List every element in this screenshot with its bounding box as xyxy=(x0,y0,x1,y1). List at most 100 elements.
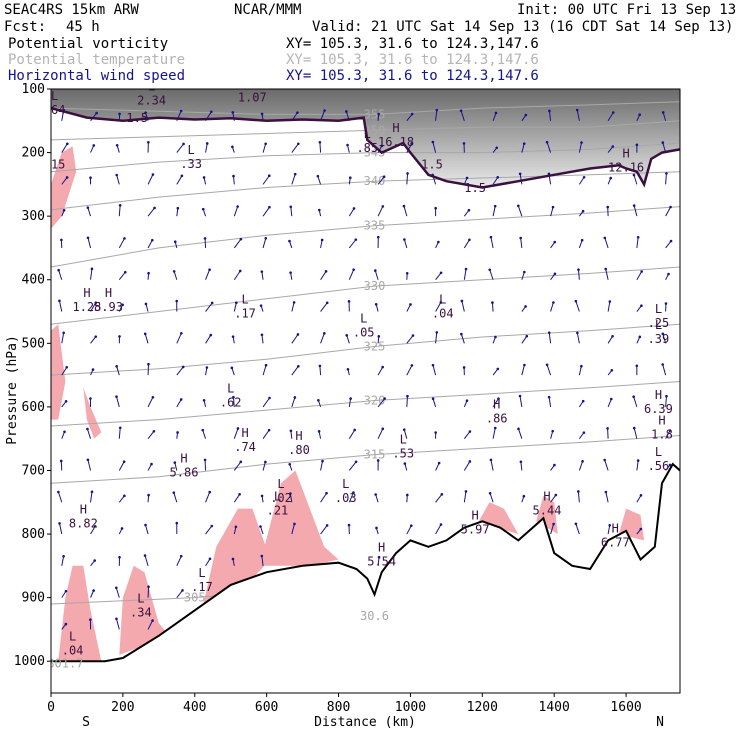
wind-vector-head xyxy=(580,364,583,368)
wind-vector xyxy=(575,523,580,535)
wind-vector xyxy=(491,302,494,312)
wind-vector-head xyxy=(376,459,380,462)
wind-vector-head xyxy=(553,463,556,467)
wind-vector xyxy=(577,269,580,280)
wind-vector xyxy=(118,271,126,281)
wind-vector xyxy=(463,239,470,249)
wind-vector xyxy=(406,335,414,344)
wind-vector xyxy=(578,142,583,153)
wind-vector xyxy=(578,176,585,185)
wind-vector xyxy=(463,268,467,280)
wind-vector-head xyxy=(635,143,639,147)
wind-vector xyxy=(61,177,68,185)
wind-vector-head xyxy=(123,237,126,240)
wind-vector-head xyxy=(202,176,206,179)
wind-vector xyxy=(518,428,523,439)
wind-vector xyxy=(406,525,412,535)
wind-vector xyxy=(665,396,667,407)
pv-extremum-kind: L xyxy=(51,89,58,103)
wind-vector xyxy=(320,271,327,281)
pv-extremum-value: .62 xyxy=(220,396,242,410)
wind-vector-head xyxy=(661,363,664,366)
wind-vector-head xyxy=(381,427,385,431)
wind-vector xyxy=(176,175,183,185)
wind-vector-head xyxy=(551,429,555,433)
wind-vector xyxy=(262,397,270,408)
wind-vector-head xyxy=(435,331,439,334)
wind-vector xyxy=(320,492,327,503)
wind-vector xyxy=(176,366,184,376)
wind-vector xyxy=(145,303,149,312)
wind-vector-head xyxy=(580,238,584,242)
wind-vector-head xyxy=(410,112,414,116)
wind-vector xyxy=(57,491,63,503)
wind-vector-head xyxy=(150,462,153,466)
wind-vector xyxy=(517,205,523,217)
wind-vector-head xyxy=(582,431,586,434)
wind-vector-head xyxy=(86,236,90,240)
wind-vector xyxy=(377,206,384,217)
wind-vector xyxy=(633,396,638,408)
wind-vector-head xyxy=(553,240,557,244)
wind-vector-head xyxy=(115,586,118,590)
wind-vector-head xyxy=(63,430,66,434)
wind-vector-head xyxy=(260,112,264,116)
wind-vector xyxy=(662,333,667,344)
wind-vector-head xyxy=(354,460,358,464)
wind-vector xyxy=(87,459,92,471)
wind-vector-head xyxy=(289,429,293,433)
wind-vector xyxy=(519,395,523,407)
pv-extremum-value: 1.8 xyxy=(651,427,673,441)
wind-vector-head xyxy=(496,367,500,371)
wind-vector xyxy=(604,237,609,249)
theta-contour-325 xyxy=(51,323,680,376)
wind-vector xyxy=(205,302,213,312)
wind-vector-head xyxy=(58,299,61,303)
wind-vector xyxy=(662,364,667,376)
wind-vector xyxy=(521,143,525,153)
wind-vector xyxy=(665,206,671,217)
wind-vector-head xyxy=(264,236,268,240)
wind-vector xyxy=(233,238,242,249)
wind-vector xyxy=(261,271,264,280)
x-tick-label: 600 xyxy=(255,700,278,715)
pv-extremum-value: 16.18 xyxy=(378,135,414,149)
wind-vector-head xyxy=(147,271,150,275)
wind-vector xyxy=(490,459,494,471)
wind-vector-head xyxy=(267,174,271,178)
pv-extremum-kind: H xyxy=(655,388,662,402)
theta-contour-315 xyxy=(51,435,680,484)
pv-extremum-kind: H xyxy=(83,286,90,300)
wind-vector xyxy=(607,525,611,535)
wind-vector xyxy=(403,239,408,249)
wind-vector xyxy=(320,525,328,535)
wind-vector xyxy=(377,428,384,439)
wind-vector-head xyxy=(62,208,66,212)
wind-vector-head xyxy=(639,494,643,497)
wind-vector-head xyxy=(665,394,668,398)
wind-vector-head xyxy=(179,554,183,558)
pv-shaded-region xyxy=(51,146,77,229)
wind-vector-head xyxy=(144,523,147,527)
wind-vector-head xyxy=(406,172,409,175)
wind-vector xyxy=(492,177,499,185)
wind-vector xyxy=(90,145,95,153)
wind-vector xyxy=(116,366,120,376)
pv-shaded-region xyxy=(202,508,271,611)
wind-vector-head xyxy=(632,204,636,207)
pv-extremum-value: .04 xyxy=(62,643,84,657)
wind-vector-head xyxy=(173,240,177,243)
wind-vector xyxy=(204,238,207,248)
wind-vector xyxy=(520,237,523,249)
wind-vector-head xyxy=(260,554,264,558)
y-tick-label: 1000 xyxy=(14,654,45,669)
wind-vector xyxy=(232,176,235,185)
wind-vector-head xyxy=(62,331,65,335)
wind-vector xyxy=(319,142,322,153)
wind-vector xyxy=(435,332,438,344)
pv-extremum-kind: L xyxy=(227,382,234,396)
wind-vector-head xyxy=(460,299,464,303)
wind-vector-head xyxy=(60,238,63,242)
wind-vector-head xyxy=(95,111,98,115)
